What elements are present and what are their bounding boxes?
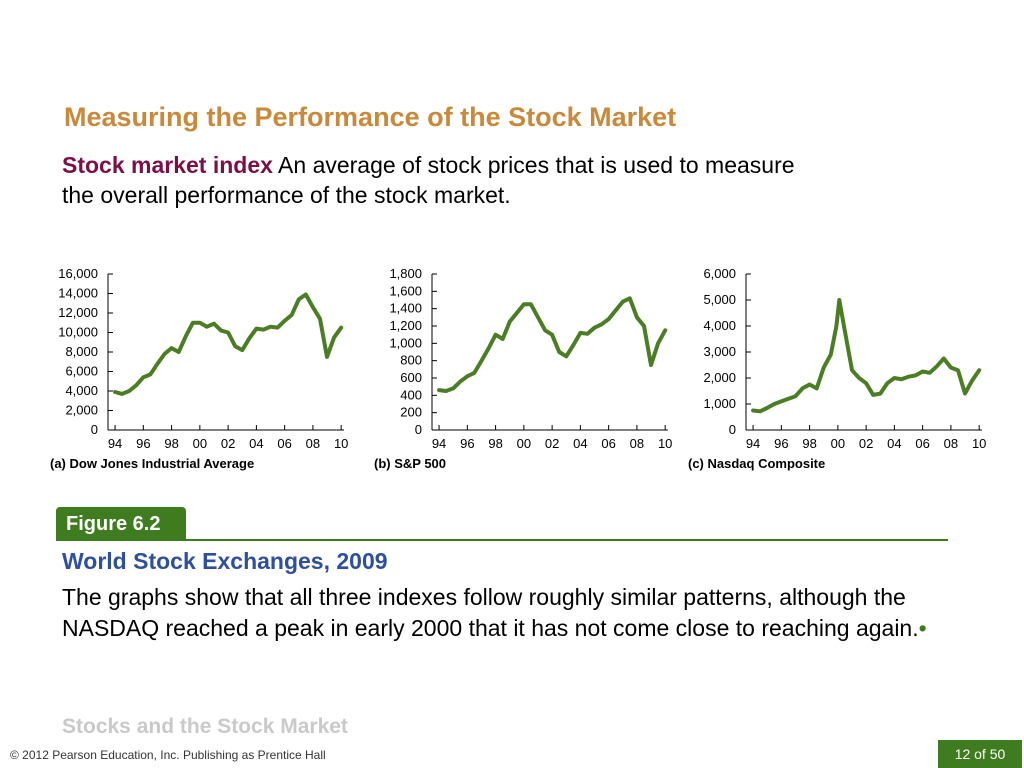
y-tick-label: 1,000 bbox=[703, 396, 736, 411]
y-tick-label: 0 bbox=[91, 422, 98, 437]
y-tick-label: 4,000 bbox=[703, 318, 736, 333]
series-line bbox=[113, 292, 344, 396]
y-tick-label: 600 bbox=[400, 370, 422, 385]
y-tick-label: 5,000 bbox=[703, 292, 736, 307]
x-tick-label: 98 bbox=[164, 436, 178, 451]
x-tick-label: 02 bbox=[221, 436, 235, 451]
y-tick-label: 1,000 bbox=[389, 335, 422, 350]
y-tick-label: 10,000 bbox=[58, 325, 98, 340]
series-line bbox=[437, 296, 668, 393]
y-tick-label: 1,200 bbox=[389, 318, 422, 333]
x-tick-label: 96 bbox=[136, 436, 150, 451]
chart-caption: (a) Dow Jones Industrial Average bbox=[50, 456, 254, 471]
chart-caption: (b) S&P 500 bbox=[374, 456, 446, 471]
x-tick-label: 04 bbox=[249, 436, 263, 451]
slide-heading: Measuring the Performance of the Stock M… bbox=[64, 102, 677, 132]
figure-title: World Stock Exchanges, 2009 bbox=[62, 548, 388, 574]
x-tick-label: 94 bbox=[746, 436, 760, 451]
copyright: © 2012 Pearson Education, Inc. Publishin… bbox=[10, 748, 326, 762]
definition-text: An average of stock prices that is used … bbox=[62, 152, 795, 208]
x-tick-label: 08 bbox=[944, 436, 958, 451]
figure-label: Figure 6.2 bbox=[56, 507, 186, 541]
x-tick-label: 02 bbox=[859, 436, 873, 451]
x-tick-label: 98 bbox=[802, 436, 816, 451]
x-tick-label: 10 bbox=[658, 436, 672, 451]
figure-description-text: The graphs show that all three indexes f… bbox=[62, 584, 919, 641]
y-tick-label: 3,000 bbox=[703, 344, 736, 359]
x-tick-label: 10 bbox=[972, 436, 986, 451]
y-tick-label: 400 bbox=[400, 387, 422, 402]
series-line bbox=[751, 298, 982, 414]
x-tick-label: 00 bbox=[517, 436, 531, 451]
y-tick-label: 12,000 bbox=[58, 305, 98, 320]
y-tick-label: 0 bbox=[729, 422, 736, 437]
y-tick-label: 6,000 bbox=[703, 266, 736, 281]
y-tick-label: 200 bbox=[400, 405, 422, 420]
definition: Stock market index An average of stock p… bbox=[62, 150, 822, 210]
page-number: 12 of 50 bbox=[938, 740, 1022, 768]
chart-caption: (c) Nasdaq Composite bbox=[688, 456, 825, 471]
bullet-icon: • bbox=[918, 615, 927, 641]
figure-description: The graphs show that all three indexes f… bbox=[62, 582, 992, 644]
x-tick-label: 98 bbox=[488, 436, 502, 451]
x-tick-label: 08 bbox=[306, 436, 320, 451]
x-tick-label: 94 bbox=[432, 436, 446, 451]
y-tick-label: 0 bbox=[415, 422, 422, 437]
y-tick-label: 2,000 bbox=[703, 370, 736, 385]
y-tick-label: 14,000 bbox=[58, 286, 98, 301]
x-tick-label: 00 bbox=[831, 436, 845, 451]
y-tick-label: 1,800 bbox=[389, 266, 422, 281]
section-title: Stocks and the Stock Market bbox=[62, 715, 348, 738]
y-tick-label: 4,000 bbox=[65, 383, 98, 398]
x-tick-label: 02 bbox=[545, 436, 559, 451]
x-tick-label: 08 bbox=[630, 436, 644, 451]
chart-dow-jones: 0 2,000 4,000 6,000 8,000 10,000 12,000 14,000 1… bbox=[50, 266, 348, 471]
y-tick-label: 8,000 bbox=[65, 344, 98, 359]
y-tick-label: 800 bbox=[400, 353, 422, 368]
x-tick-label: 96 bbox=[460, 436, 474, 451]
x-tick-label: 06 bbox=[601, 436, 615, 451]
x-tick-label: 96 bbox=[774, 436, 788, 451]
x-tick-label: 06 bbox=[277, 436, 291, 451]
x-tick-label: 00 bbox=[193, 436, 207, 451]
y-tick-label: 1,400 bbox=[389, 301, 422, 316]
y-tick-label: 1,600 bbox=[389, 283, 422, 298]
x-tick-label: 04 bbox=[887, 436, 901, 451]
chart-sp500: 02004006008001,0001,2001,4001,6001,80094… bbox=[374, 266, 672, 471]
x-tick-label: 04 bbox=[573, 436, 587, 451]
x-tick-label: 10 bbox=[334, 436, 348, 451]
chart-nasdaq: 0 1,000 2,000 3,000 4,000 5,000 6,000 94 96 98 00 0… bbox=[688, 266, 986, 471]
x-tick-label: 06 bbox=[915, 436, 929, 451]
definition-term: Stock market index bbox=[62, 152, 273, 178]
y-tick-label: 6,000 bbox=[65, 364, 98, 379]
x-tick-label: 94 bbox=[108, 436, 122, 451]
y-tick-label: 2,000 bbox=[65, 403, 98, 418]
figure-rule bbox=[56, 539, 948, 541]
y-tick-label: 16,000 bbox=[58, 266, 98, 281]
